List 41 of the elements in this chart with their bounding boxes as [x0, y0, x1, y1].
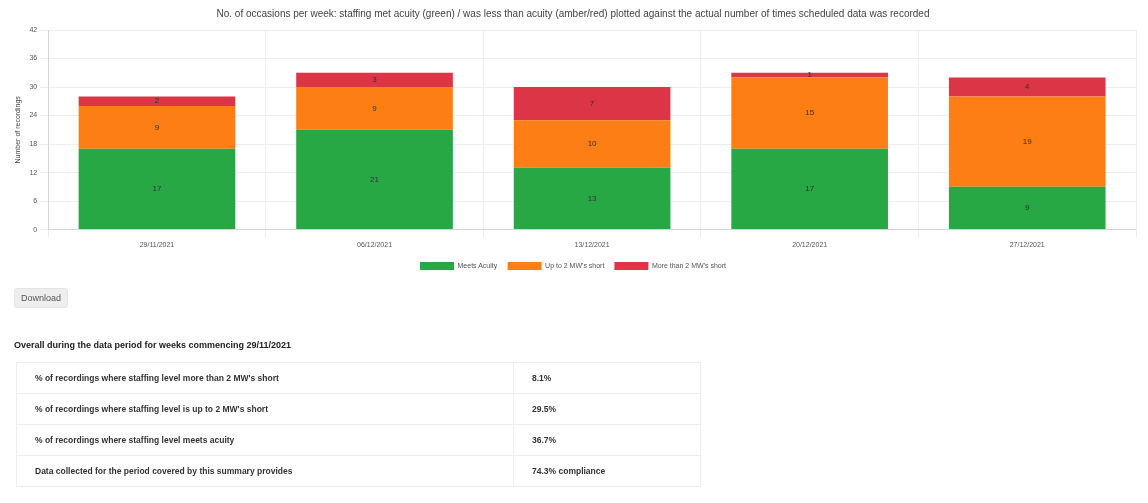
bar	[78, 96, 236, 107]
data-label: 17	[152, 184, 162, 194]
data-label: 1	[807, 70, 813, 80]
data-label: 7	[589, 98, 595, 108]
data-label: 19	[1022, 136, 1033, 146]
text: 8.1%	[513, 362, 701, 394]
text: Overall during the data period for weeks commencing 29/11/2021	[14, 340, 292, 350]
data-label: 3	[372, 75, 378, 85]
text: Download	[14, 288, 69, 308]
data-label: 9	[372, 103, 378, 113]
bar	[948, 186, 1106, 230]
data-label: 21	[370, 174, 380, 184]
text: 36.7%	[513, 424, 701, 456]
data-label: 13	[587, 193, 598, 203]
text: 74.3% compliance	[513, 455, 701, 487]
data-label: 2	[154, 96, 160, 106]
bar	[731, 148, 888, 230]
bar	[731, 72, 888, 78]
bar	[296, 87, 453, 130]
data-label: 9	[154, 122, 160, 132]
chart-title: No. of occasions per week: staffing met acuity (green) / was less than acuity (amber/red) plotted against the actual number of times scheduled data was recorded	[216, 7, 930, 19]
data-label: 9	[1024, 203, 1030, 213]
text: % of recordings where staffing level meets acuity	[16, 424, 514, 456]
bar	[513, 120, 671, 168]
data-label: 4	[1024, 82, 1030, 92]
bar	[296, 72, 453, 88]
bar	[78, 148, 236, 230]
bar	[731, 77, 888, 149]
bar	[513, 87, 671, 121]
data-label: 10	[587, 139, 598, 149]
text: % of recordings where staffing level is up to 2 MW's short	[16, 393, 514, 425]
text: 29.5%	[513, 393, 701, 425]
data-label: 15	[805, 108, 815, 118]
bar	[78, 106, 236, 149]
text: % of recordings where staffing level more than 2 MW's short	[16, 362, 514, 394]
bar	[948, 96, 1106, 187]
bar	[296, 129, 453, 230]
bar	[948, 77, 1106, 97]
bar	[513, 167, 671, 230]
text: Data collected for the period covered by this summary provides	[16, 455, 514, 487]
data-label: 17	[805, 184, 815, 194]
